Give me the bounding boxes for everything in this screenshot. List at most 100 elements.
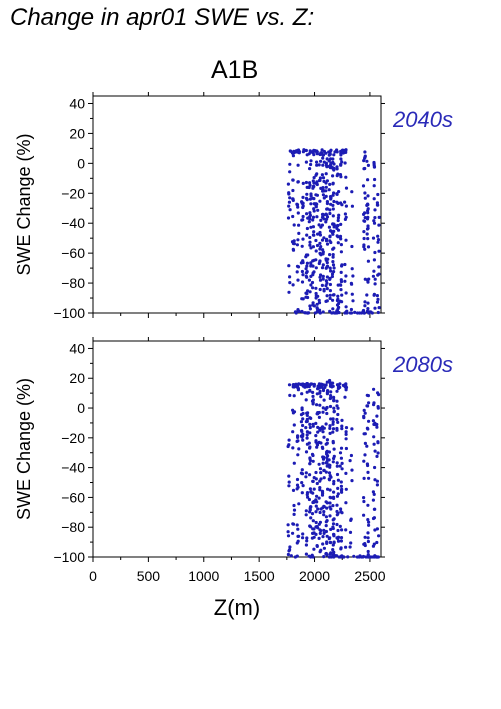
data-point [339, 547, 343, 551]
data-point [375, 201, 379, 205]
data-point [332, 541, 336, 545]
data-point [314, 249, 318, 253]
data-point [300, 309, 304, 314]
data-point [312, 382, 316, 386]
y-tick-label: −20 [61, 430, 85, 446]
data-point [301, 259, 305, 263]
data-point [288, 281, 292, 285]
data-point [375, 454, 379, 458]
data-point [291, 247, 295, 251]
data-point [373, 208, 377, 212]
data-point [350, 427, 354, 431]
data-point [328, 426, 332, 430]
data-point [340, 528, 344, 532]
data-point [332, 168, 336, 172]
data-point [308, 416, 312, 420]
data-point [318, 176, 322, 180]
data-point [311, 555, 315, 559]
x-tick-label: 2500 [354, 568, 385, 584]
data-point [299, 434, 303, 438]
data-point [362, 414, 366, 418]
data-point [311, 225, 315, 229]
data-point [291, 214, 295, 219]
data-point [322, 287, 326, 292]
data-point [318, 531, 322, 536]
data-point [376, 234, 380, 238]
data-point [312, 181, 316, 185]
page-title: Change in apr01 SWE vs. Z: [10, 4, 315, 31]
data-point [371, 544, 375, 548]
data-point [321, 461, 325, 465]
data-point [336, 241, 340, 245]
data-point [310, 452, 315, 456]
data-point [332, 153, 336, 157]
data-point [342, 555, 346, 559]
data-point [324, 383, 328, 387]
data-point [317, 410, 321, 415]
data-point [377, 249, 381, 253]
data-point [343, 262, 347, 267]
data-point [348, 545, 352, 549]
data-point [340, 427, 344, 431]
data-point [331, 298, 335, 302]
data-point [321, 186, 325, 190]
data-point [311, 264, 315, 268]
data-point [351, 274, 355, 278]
data-point [363, 247, 367, 251]
data-point [304, 291, 308, 295]
data-point [312, 547, 316, 551]
data-point [376, 238, 381, 242]
data-point [335, 226, 339, 230]
data-point [343, 279, 347, 283]
data-point [300, 491, 304, 495]
data-point [321, 410, 325, 414]
data-point [325, 438, 329, 442]
data-point [308, 445, 312, 449]
data-point [309, 192, 313, 196]
data-point [321, 535, 325, 539]
data-point [349, 453, 353, 458]
data-point [308, 473, 312, 477]
data-point [337, 213, 341, 217]
data-point [317, 415, 321, 419]
data-point [324, 185, 328, 189]
data-point [350, 468, 354, 472]
data-point [332, 199, 336, 204]
data-point [321, 430, 325, 434]
data-point [292, 461, 296, 465]
data-point [340, 203, 344, 207]
data-point [332, 399, 336, 403]
data-point [304, 426, 308, 430]
x-tick-label: 500 [137, 568, 161, 584]
data-point [371, 498, 375, 502]
data-point [314, 193, 318, 197]
data-point [340, 467, 344, 471]
data-point [321, 176, 326, 180]
data-point [328, 235, 332, 239]
data-point [286, 534, 291, 538]
data-point [371, 419, 375, 423]
data-point [294, 384, 298, 388]
data-point [362, 459, 366, 463]
data-point [335, 522, 339, 527]
data-point [373, 465, 377, 470]
data-point [312, 270, 316, 274]
data-point [375, 300, 380, 304]
data-point [301, 532, 305, 536]
data-point [344, 305, 348, 309]
data-point [318, 287, 322, 292]
data-point [288, 196, 292, 200]
data-point [312, 207, 316, 211]
data-point [372, 492, 376, 496]
data-point [366, 553, 370, 557]
y-tick-label: 20 [69, 370, 85, 386]
data-point [350, 190, 354, 194]
data-point [350, 244, 354, 249]
data-point [287, 264, 291, 268]
data-point [332, 225, 336, 229]
data-point [311, 394, 315, 398]
data-point [287, 443, 291, 447]
data-point [329, 390, 333, 394]
data-point [321, 263, 325, 267]
data-point [363, 535, 367, 539]
